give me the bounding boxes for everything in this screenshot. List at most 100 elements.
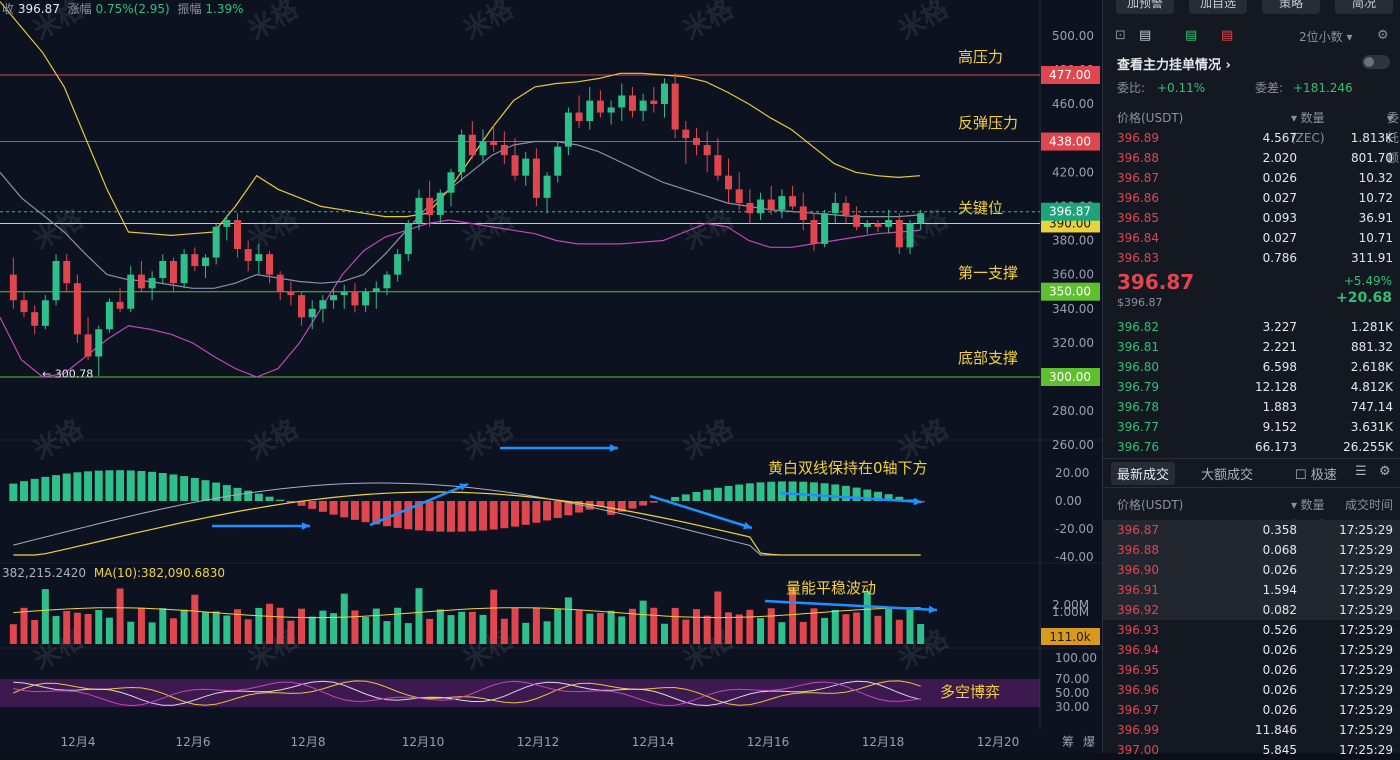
trade-row[interactable]: 396.88 0.068 17:25:29 bbox=[1103, 540, 1400, 560]
settings-icon[interactable]: ⚙ bbox=[1377, 28, 1389, 43]
macd-histogram-bar bbox=[788, 481, 797, 501]
volume-bar bbox=[95, 610, 103, 644]
candle-body bbox=[906, 223, 914, 248]
trend-arrowhead bbox=[301, 522, 310, 530]
rsi-tick-label: 50.00 bbox=[1055, 686, 1089, 700]
macd-histogram-bar bbox=[158, 472, 167, 501]
overview-button[interactable]: 简况 bbox=[1335, 0, 1393, 14]
trend-arrow bbox=[649, 494, 753, 530]
trade-row-qty: 5.845 bbox=[1262, 743, 1297, 757]
trade-row-amount: 17:25:29 bbox=[1339, 563, 1393, 577]
ask-row-price: 396.88 bbox=[1117, 151, 1159, 165]
close-label: 收 bbox=[2, 2, 15, 16]
bid-row[interactable]: 396.82 3.227 1.281K bbox=[1103, 317, 1400, 337]
volume-bar bbox=[201, 612, 209, 644]
ask-row[interactable]: 396.84 0.027 10.71 bbox=[1103, 228, 1400, 248]
candle-body bbox=[618, 95, 626, 108]
kline-chart[interactable]: 米格 米格 米格 米格 米格 米格 米格 米格 米格 米格 米格 米格 米格 米格 米格 米格 米格 米格 米格 米格… bbox=[0, 0, 1102, 753]
volume-bar bbox=[906, 607, 914, 644]
layout-icon[interactable]: ⊡ bbox=[1115, 28, 1126, 43]
both-sides-icon[interactable]: ▤ bbox=[1139, 28, 1152, 43]
volume-bar bbox=[735, 614, 743, 644]
trade-row[interactable]: 396.96 0.026 17:25:29 bbox=[1103, 680, 1400, 700]
ask-row[interactable]: 396.86 0.027 10.72 bbox=[1103, 188, 1400, 208]
trade-row[interactable]: 396.90 0.026 17:25:29 bbox=[1103, 560, 1400, 580]
main-orders-link[interactable]: 查看主力挂单情况 › bbox=[1117, 58, 1231, 73]
macd-histogram-bar bbox=[148, 471, 157, 501]
trade-row[interactable]: 396.94 0.026 17:25:29 bbox=[1103, 640, 1400, 660]
trades-col-qty[interactable]: 数量(ZEC) ▾ bbox=[1290, 498, 1325, 532]
trade-row[interactable]: 396.97 0.026 17:25:29 bbox=[1103, 700, 1400, 720]
trade-settings-icon[interactable]: ⚙ bbox=[1379, 464, 1391, 479]
volume-bar bbox=[137, 607, 145, 644]
main-orders-toggle[interactable] bbox=[1362, 55, 1390, 69]
level-tag-label-support2: 300.00 bbox=[1049, 370, 1091, 384]
candle-body bbox=[757, 199, 765, 214]
trade-row[interactable]: 396.92 0.082 17:25:29 bbox=[1103, 600, 1400, 620]
trade-row[interactable]: 397.00 5.845 17:25:29 bbox=[1103, 740, 1400, 760]
candle-body bbox=[660, 83, 668, 105]
ask-row[interactable]: 396.89 4.567 1.813K bbox=[1103, 128, 1400, 148]
change-pct: +5.49% bbox=[1343, 274, 1392, 288]
trade-row[interactable]: 396.95 0.026 17:25:29 bbox=[1103, 660, 1400, 680]
level-tag-rebound bbox=[1041, 132, 1100, 151]
volume-bar bbox=[105, 617, 113, 644]
volume-bar bbox=[564, 597, 572, 644]
candle-body bbox=[351, 291, 359, 306]
ask-row[interactable]: 396.88 2.020 801.70 bbox=[1103, 148, 1400, 168]
candle-body bbox=[169, 260, 177, 284]
volume-bar bbox=[52, 616, 60, 644]
asks-only-icon[interactable]: ▤ bbox=[1221, 28, 1234, 43]
volume-bar bbox=[767, 608, 775, 644]
level-annotation-high: 高压力 bbox=[958, 48, 1003, 66]
volume-annotation: 量能平稳波动 bbox=[786, 579, 876, 597]
filter-icon[interactable]: ☰ bbox=[1355, 464, 1367, 479]
macd-histogram-bar bbox=[692, 491, 701, 501]
trade-row-price: 396.93 bbox=[1117, 623, 1159, 637]
volume-bar bbox=[9, 624, 17, 644]
add-watchlist-button[interactable]: 加自选 bbox=[1189, 0, 1247, 14]
tab-large-trades[interactable]: 大额成交 bbox=[1201, 468, 1254, 483]
bid-row-price: 396.77 bbox=[1117, 420, 1159, 434]
trade-row[interactable]: 396.93 0.526 17:25:29 bbox=[1103, 620, 1400, 640]
precision-select[interactable]: 2位小数 ▾ bbox=[1299, 30, 1353, 44]
col-qty[interactable]: 数量(ZEC) ▾ bbox=[1290, 111, 1325, 145]
ask-row[interactable]: 396.85 0.093 36.91 bbox=[1103, 208, 1400, 228]
ask-row[interactable]: 396.83 0.786 311.91 bbox=[1103, 248, 1400, 268]
macd-histogram-bar bbox=[713, 487, 722, 501]
candle-body bbox=[148, 278, 156, 289]
level-tag-label-high: 477.00 bbox=[1049, 68, 1091, 82]
bids-only-icon[interactable]: ▤ bbox=[1185, 28, 1198, 43]
macd-histogram-bar bbox=[404, 501, 413, 530]
candle-body bbox=[693, 138, 700, 145]
macd-histogram-bar bbox=[126, 470, 135, 501]
bid-row[interactable]: 396.77 9.152 3.631K bbox=[1103, 417, 1400, 437]
trade-row-price: 396.91 bbox=[1117, 583, 1159, 597]
strategy-button[interactable]: 策略 bbox=[1262, 0, 1320, 14]
volume-tick-label: 1.00M bbox=[1052, 605, 1089, 619]
ask-row-price: 396.84 bbox=[1117, 231, 1159, 245]
bid-row[interactable]: 396.78 1.883 747.14 bbox=[1103, 397, 1400, 417]
candle-body bbox=[799, 206, 807, 221]
trade-row[interactable]: 396.99 11.846 17:25:29 bbox=[1103, 720, 1400, 740]
bid-row[interactable]: 396.79 12.128 4.812K bbox=[1103, 377, 1400, 397]
candle-body bbox=[703, 144, 711, 156]
macd-histogram-bar bbox=[9, 483, 18, 501]
speed-checkbox[interactable]: ☐ 极速 bbox=[1295, 468, 1337, 483]
trade-row[interactable]: 396.91 1.594 17:25:29 bbox=[1103, 580, 1400, 600]
price-tick-label: 500.00 bbox=[1052, 29, 1094, 43]
trade-row[interactable]: 396.87 0.358 17:25:29 bbox=[1103, 520, 1400, 540]
bid-row[interactable]: 396.81 2.221 881.32 bbox=[1103, 337, 1400, 357]
tab-latest-trades[interactable]: 最新成交 bbox=[1111, 462, 1176, 485]
ask-row[interactable]: 396.87 0.026 10.32 bbox=[1103, 168, 1400, 188]
ask-row-amount: 801.70 bbox=[1351, 151, 1393, 165]
bid-row[interactable]: 396.76 66.173 26.255K bbox=[1103, 437, 1400, 457]
watermark-text: 米格 bbox=[458, 413, 519, 466]
alert-button[interactable]: 加预警 bbox=[1116, 0, 1174, 14]
candle-body bbox=[511, 155, 519, 176]
col-amount[interactable]: 委托额 ▾ bbox=[1386, 111, 1399, 165]
price-tick-label: 260.00 bbox=[1052, 438, 1094, 452]
bid-row[interactable]: 396.80 6.598 2.618K bbox=[1103, 357, 1400, 377]
trend-arrowhead bbox=[609, 444, 618, 452]
